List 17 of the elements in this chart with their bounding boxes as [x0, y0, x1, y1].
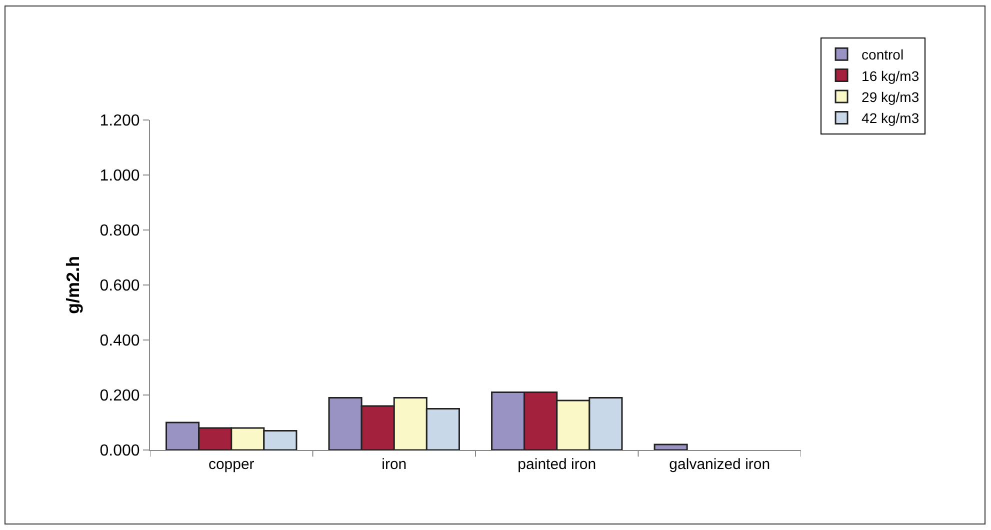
legend-label: 29 kg/m3: [862, 88, 920, 105]
y-tick-label: 0.800: [100, 222, 140, 240]
y-tick-label: 0.600: [100, 278, 140, 295]
x-tick-label: copper: [208, 456, 254, 473]
y-tick-label: 1.200: [100, 112, 140, 130]
legend-label: 42 kg/m3: [862, 110, 920, 126]
legend-label: 16 kg/m3: [862, 68, 920, 84]
y-tick-label: 1.000: [100, 168, 140, 185]
x-tick-label: painted iron: [518, 456, 596, 473]
legend-label: control: [862, 46, 904, 63]
bar: [654, 444, 688, 450]
y-axis-title: g/m2.h: [62, 256, 83, 314]
y-tick-label: 0.400: [100, 332, 140, 350]
y-tick-label: 0.200: [100, 388, 140, 405]
x-tick-label: galvanized iron: [669, 456, 770, 473]
x-tick-label: iron: [382, 456, 407, 473]
y-tick-label: 0.000: [100, 442, 140, 460]
